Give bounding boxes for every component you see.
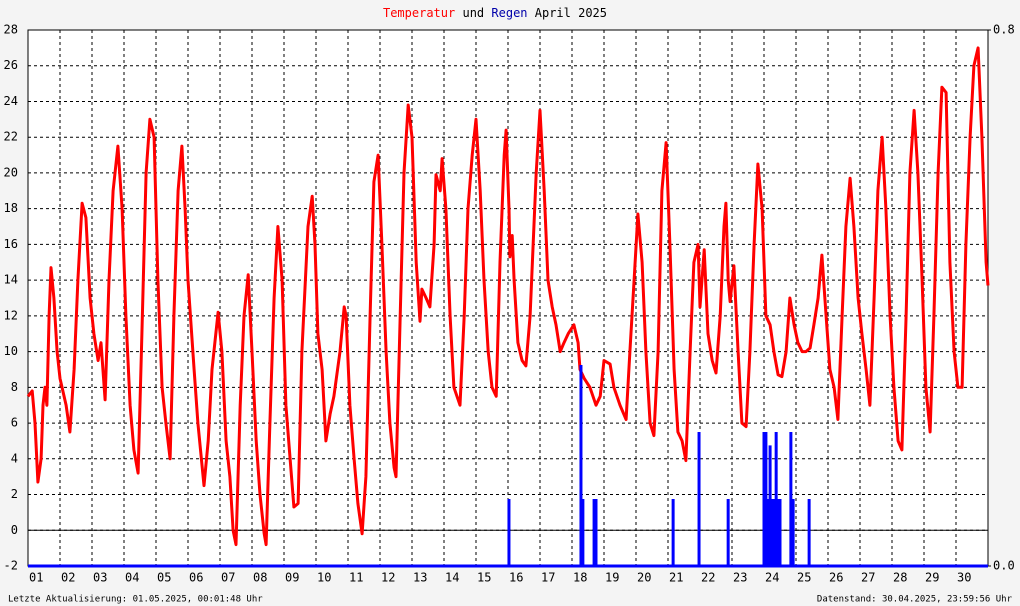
y-tick-label: 14 xyxy=(4,273,18,287)
x-tick-label: 05 xyxy=(157,571,171,585)
temperature-line xyxy=(26,46,990,547)
x-tick-label: 15 xyxy=(477,571,491,585)
rain-bar xyxy=(770,499,774,566)
rain-bar xyxy=(764,432,768,566)
rain-bar xyxy=(789,432,793,566)
y-tick-label: 10 xyxy=(4,344,18,358)
x-tick-label: 11 xyxy=(349,571,363,585)
x-tick-label: 30 xyxy=(957,571,971,585)
x-tick-label: 16 xyxy=(509,571,523,585)
x-tick-label: 22 xyxy=(701,571,715,585)
x-tick-label: 19 xyxy=(605,571,619,585)
title-temp: Temperatur xyxy=(383,6,455,20)
title-rain: Regen xyxy=(491,6,527,20)
x-tick-label: 18 xyxy=(573,571,587,585)
x-tick-label: 25 xyxy=(797,571,811,585)
rain-bar xyxy=(592,499,596,566)
x-tick-label: 01 xyxy=(29,571,43,585)
rain-bar xyxy=(776,499,780,566)
rain-bar xyxy=(579,365,583,566)
rain-bar xyxy=(766,499,770,566)
x-tick-label: 06 xyxy=(189,571,203,585)
x-tick-label: 17 xyxy=(541,571,555,585)
rain-bar xyxy=(762,432,766,566)
footer-left: Letzte Aktualisierung: 01.05.2025, 00:01… xyxy=(8,595,263,605)
rain-bar xyxy=(807,499,811,566)
y-tick-label: 20 xyxy=(4,165,18,179)
y-tick-label: 24 xyxy=(4,94,18,108)
rain-bar xyxy=(778,499,782,566)
x-tick-label: 03 xyxy=(93,571,107,585)
y-tick-label: 8 xyxy=(11,380,18,394)
y2-tick-label: 0.0 xyxy=(993,559,1015,573)
x-tick-label: 27 xyxy=(861,571,875,585)
rain-bar xyxy=(594,499,598,566)
rain-bar xyxy=(726,499,730,566)
rain-bar xyxy=(697,432,701,566)
rain-bar xyxy=(768,445,772,566)
x-tick-label: 20 xyxy=(637,571,651,585)
x-tick-label: 07 xyxy=(221,571,235,585)
rain-bar xyxy=(671,499,675,566)
x-tick-label: 14 xyxy=(445,571,459,585)
x-tick-label: 29 xyxy=(925,571,939,585)
y-tick-label: 12 xyxy=(4,308,18,322)
x-tick-label: 02 xyxy=(61,571,75,585)
y-tick-label: 28 xyxy=(4,23,18,37)
x-tick-label: 13 xyxy=(413,571,427,585)
x-tick-label: 28 xyxy=(893,571,907,585)
y-tick-label: 4 xyxy=(11,451,18,465)
x-tick-label: 24 xyxy=(765,571,779,585)
x-tick-label: 12 xyxy=(381,571,395,585)
y-tick-label: 2 xyxy=(11,487,18,501)
chart-title: Temperatur und Regen April 2025 xyxy=(383,6,607,20)
y-tick-label: 16 xyxy=(4,237,18,251)
x-tick-label: 10 xyxy=(317,571,331,585)
y2-tick-label: 0.8 xyxy=(993,23,1015,37)
y-tick-label: -2 xyxy=(4,559,18,573)
x-tick-label: 26 xyxy=(829,571,843,585)
y-tick-label: 0 xyxy=(11,523,18,537)
x-tick-label: 23 xyxy=(733,571,747,585)
rain-bar xyxy=(791,499,795,566)
y-tick-label: 26 xyxy=(4,58,18,72)
x-tick-label: 08 xyxy=(253,571,267,585)
y-tick-label: 22 xyxy=(4,130,18,144)
y-tick-label: 18 xyxy=(4,201,18,215)
x-tick-label: 04 xyxy=(125,571,139,585)
title-month: April 2025 xyxy=(535,6,607,20)
rain-bar xyxy=(774,432,778,566)
footer-right: Datenstand: 30.04.2025, 23:59:56 Uhr xyxy=(817,595,1013,605)
rain-bar xyxy=(581,499,585,566)
title-connector: und xyxy=(462,6,484,20)
rain-bar xyxy=(507,499,511,566)
x-tick-label: 21 xyxy=(669,571,683,585)
y-tick-label: 6 xyxy=(11,416,18,430)
rain-bar xyxy=(772,499,776,566)
x-tick-label: 09 xyxy=(285,571,299,585)
